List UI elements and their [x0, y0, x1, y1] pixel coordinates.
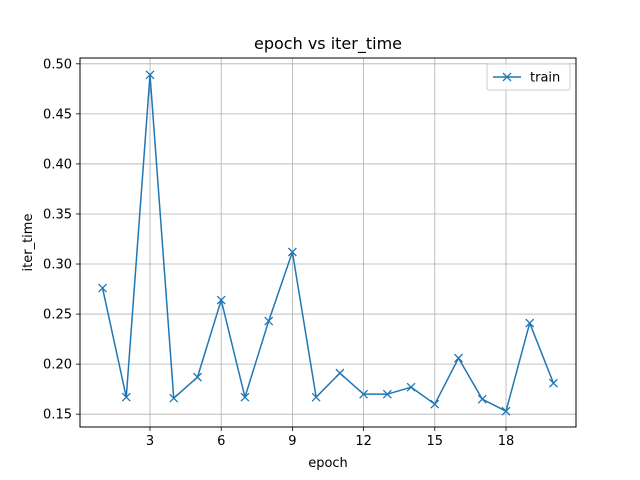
y-tick-label: 0.35 [43, 207, 72, 222]
y-tick-label: 0.25 [43, 308, 72, 323]
x-tick-label: 9 [288, 434, 296, 449]
y-tick-label: 0.30 [43, 258, 72, 273]
y-tick-label: 0.50 [43, 57, 72, 72]
series-layer [98, 70, 558, 416]
data-point-marker [382, 389, 392, 399]
plot-area [80, 58, 576, 427]
y-tick-label: 0.40 [43, 157, 72, 172]
data-point-marker [430, 399, 440, 409]
data-point-marker [145, 70, 155, 80]
grid-lines [80, 58, 576, 427]
data-point-marker [169, 393, 179, 403]
legend-box [486, 63, 571, 91]
data-point-marker [548, 378, 558, 388]
legend-marker-x [502, 72, 512, 82]
data-point-marker [121, 392, 131, 402]
y-axis-label: iter_time [21, 214, 36, 272]
chart-title: epoch vs iter_time [254, 34, 402, 54]
x-axis-label: epoch [308, 456, 348, 471]
data-point-marker [477, 394, 487, 404]
data-point-marker [193, 372, 202, 382]
legend-swatch-marker [502, 72, 512, 82]
x-tick-label: 12 [355, 434, 372, 449]
data-point-marker [240, 392, 250, 402]
y-tick-label: 0.45 [43, 107, 72, 122]
data-point-marker [98, 283, 108, 293]
data-point-marker [501, 406, 511, 416]
data-point-marker [264, 316, 274, 326]
plot-frame [79, 57, 577, 428]
data-point-marker [216, 295, 226, 305]
data-point-marker [287, 247, 297, 257]
data-point-marker [406, 382, 416, 392]
x-axis-ticks: 3 6 9 12 15 18 [146, 427, 514, 449]
data-point-marker [525, 318, 535, 328]
data-point-marker [454, 353, 463, 363]
data-point-marker [359, 389, 369, 399]
y-tick-label: 0.15 [43, 408, 72, 423]
data-point-marker [335, 368, 345, 378]
x-tick-label: 3 [146, 434, 154, 449]
legend-label-train: train [530, 71, 560, 86]
legend: train [486, 63, 571, 91]
x-tick-label: 6 [217, 434, 225, 449]
x-tick-label: 15 [427, 434, 444, 449]
data-point-marker [311, 392, 321, 402]
y-axis-ticks: 0.15 0.20 0.25 0.30 0.35 0.40 0.45 0.50 [43, 57, 80, 423]
y-tick-label: 0.20 [43, 358, 72, 373]
x-tick-label: 18 [498, 434, 515, 449]
